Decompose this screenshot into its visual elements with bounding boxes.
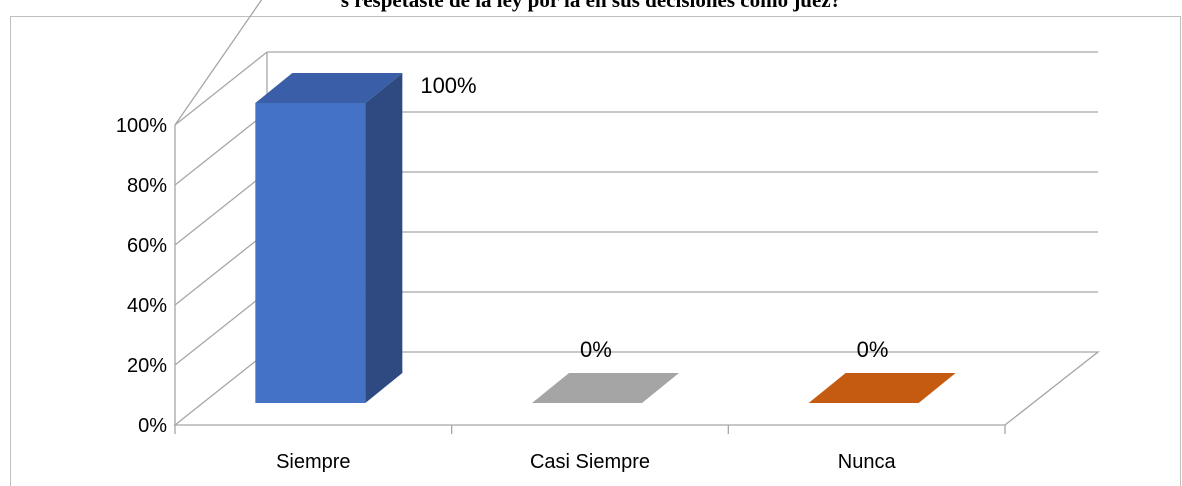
bar-top <box>255 73 403 103</box>
grid-layer <box>173 0 1100 434</box>
gridline-side <box>174 171 268 246</box>
x-category-label: Siempre <box>276 451 350 473</box>
bar-top <box>532 373 679 403</box>
bar-front <box>255 103 366 403</box>
data-label: 100% <box>420 73 476 98</box>
bar-siempre <box>255 73 403 403</box>
gridline-side <box>174 51 268 126</box>
data-label: 0% <box>580 337 612 362</box>
y-tick-label: 40% <box>127 295 167 317</box>
bars <box>255 73 956 403</box>
y-tick-label: 20% <box>127 355 167 377</box>
y-tick-label: 100% <box>116 115 167 137</box>
data-labels: 100% 0% 0% <box>420 73 888 362</box>
data-label: 0% <box>857 337 889 362</box>
y-tick-label: 80% <box>127 175 167 197</box>
bar-side <box>365 73 403 403</box>
gridline-side <box>174 231 268 306</box>
y-tick-label: 0% <box>138 415 167 437</box>
x-category-label: Casi Siempre <box>530 451 650 473</box>
category-labels: Siempre Casi Siempre Nunca <box>276 451 896 473</box>
bar-nunca <box>808 373 956 403</box>
bar-casi-siempre <box>532 373 679 403</box>
x-category-label: Nunca <box>838 451 897 473</box>
gridline-side <box>174 111 268 186</box>
y-tick-label: 60% <box>127 235 167 257</box>
y-axis-ticks: 0% 20% 40% 60% 80% 100% <box>116 115 167 437</box>
bar-top <box>808 373 956 403</box>
gridline-side-top <box>174 0 263 126</box>
chart-title: s respetaste de la ley por la en sus dec… <box>340 0 842 12</box>
gridline-side <box>174 291 268 366</box>
chart-frame <box>10 16 1181 486</box>
